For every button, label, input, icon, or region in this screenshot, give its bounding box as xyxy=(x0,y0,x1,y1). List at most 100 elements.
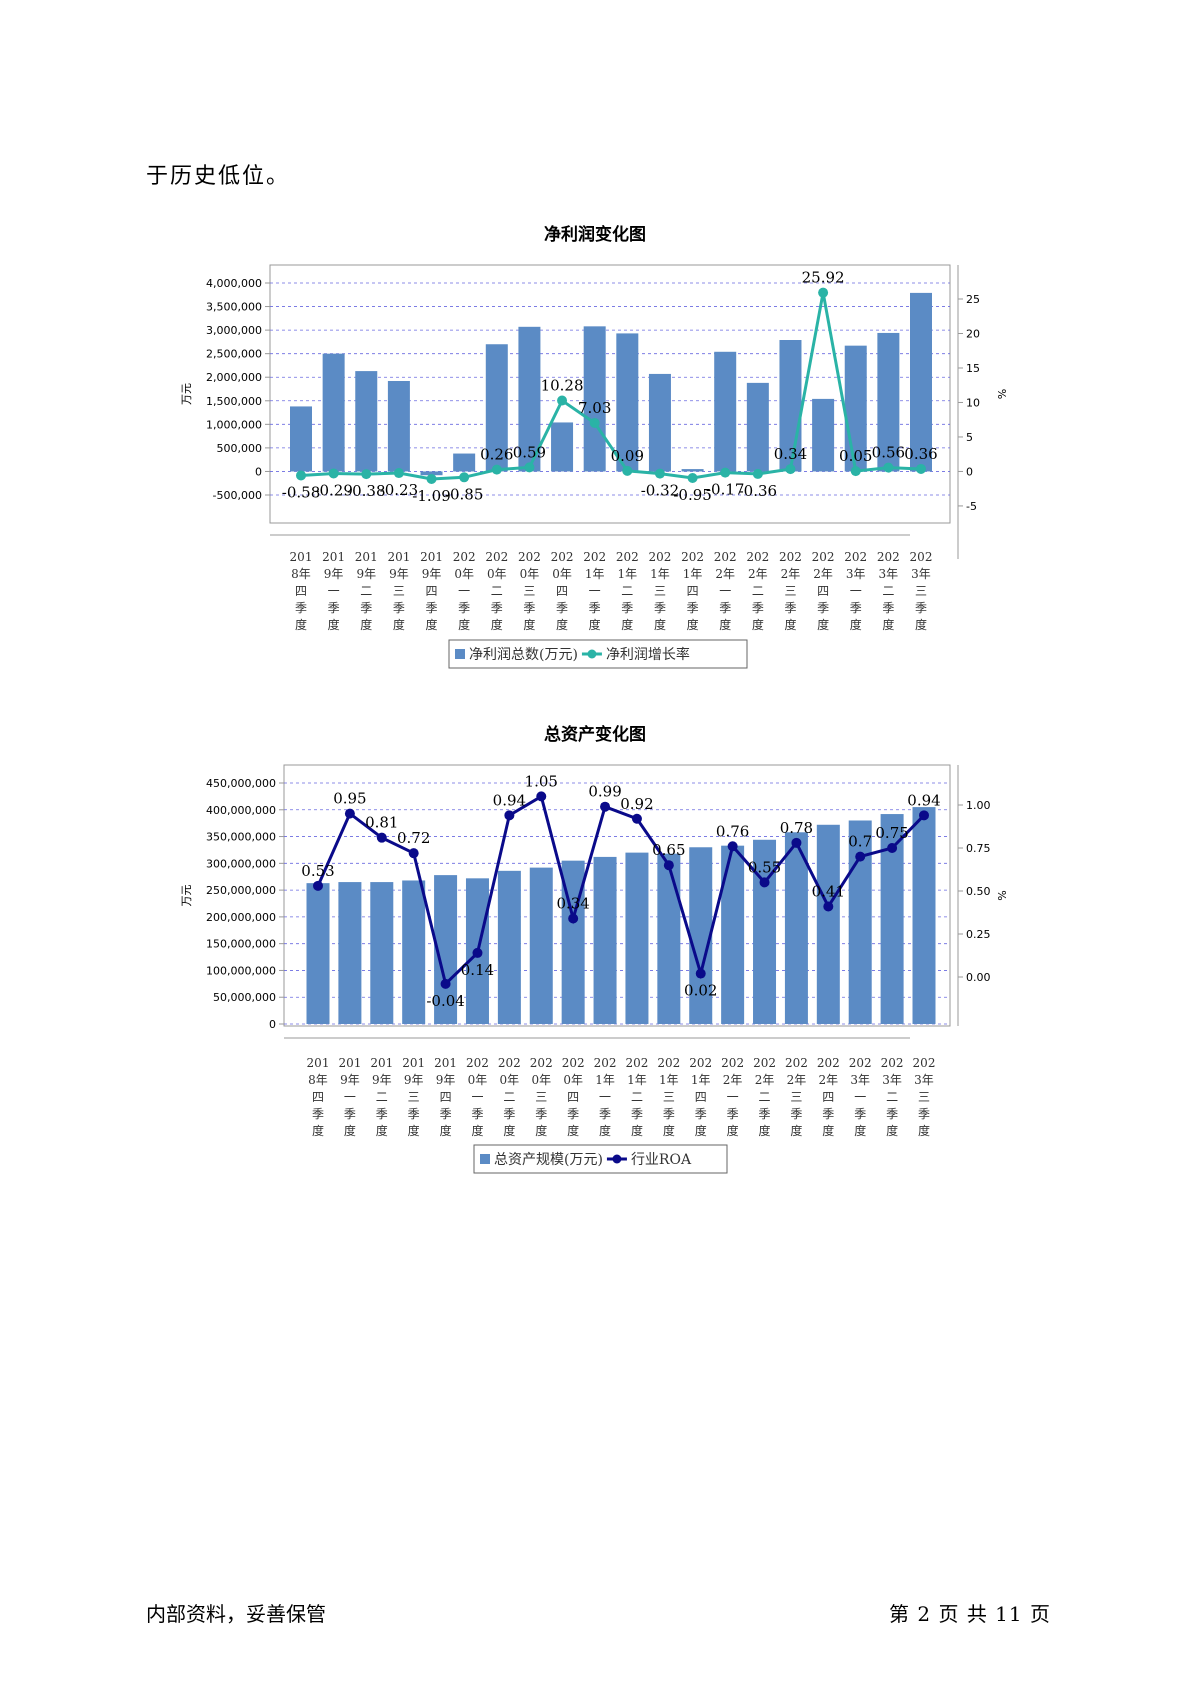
x-category-part: 四 xyxy=(312,1090,324,1104)
x-category-part: 1年 xyxy=(627,1073,647,1087)
line-point xyxy=(791,837,802,848)
line-point xyxy=(855,851,866,862)
data-label: 0.41 xyxy=(812,882,845,900)
x-category-part: 1年 xyxy=(691,1073,711,1087)
data-label: -0.36 xyxy=(739,482,777,500)
x-category-part: 季 xyxy=(882,601,894,615)
plot-area xyxy=(269,264,951,524)
data-label: 0.7 xyxy=(848,833,872,851)
line-point xyxy=(472,947,483,958)
x-category-part: 一 xyxy=(854,1090,866,1104)
x-category-part: 201 xyxy=(322,550,345,564)
y2-tick-label: 0.25 xyxy=(966,928,991,941)
y-tick-label: 100,000,000 xyxy=(206,964,276,977)
x-category-part: 202 xyxy=(913,1056,936,1070)
x-category-part: 1年 xyxy=(650,567,670,581)
bar xyxy=(593,856,617,1024)
line-point xyxy=(344,808,355,819)
y2-tick-label: 10 xyxy=(966,396,980,409)
x-category-part: 3年 xyxy=(911,567,931,581)
bar xyxy=(355,371,378,472)
x-category-part: 8年 xyxy=(308,1073,328,1087)
data-label: 0.75 xyxy=(875,824,908,842)
legend-label-bar: 总资产规模(万元) xyxy=(494,1152,603,1168)
line-point xyxy=(440,978,451,989)
data-label: -0.38 xyxy=(347,482,385,500)
line-point xyxy=(557,395,568,406)
x-category-part: 202 xyxy=(714,550,737,564)
x-category-part: 202 xyxy=(910,550,933,564)
x-category-part: 201 xyxy=(420,550,443,564)
y-tick-label: 1,500,000 xyxy=(206,395,262,408)
bar xyxy=(529,867,553,1024)
x-category-part: 二 xyxy=(759,1090,771,1104)
data-label: 0.09 xyxy=(611,447,644,465)
x-category-part: 季 xyxy=(727,1107,739,1121)
x-category-part: 202 xyxy=(616,550,639,564)
x-category-part: 2年 xyxy=(723,1073,743,1087)
data-label: -0.58 xyxy=(282,483,320,501)
x-category-part: 二 xyxy=(631,1090,643,1104)
x-category-part: 9年 xyxy=(356,567,376,581)
x-category-part: 度 xyxy=(752,617,764,632)
y-tick-label: 250,000,000 xyxy=(206,884,276,897)
x-category-part: 季 xyxy=(471,1107,483,1121)
x-category-part: 0年 xyxy=(563,1073,583,1087)
line-point xyxy=(361,469,372,480)
legend-label-line: 净利润增长率 xyxy=(606,646,690,663)
x-category-part: 季 xyxy=(695,1107,707,1121)
x-category-part: 季 xyxy=(523,601,535,615)
x-category-part: 度 xyxy=(328,617,340,632)
x-category-part: 度 xyxy=(719,617,731,632)
bar xyxy=(689,847,713,1024)
x-category-part: 202 xyxy=(881,1056,904,1070)
bar xyxy=(306,883,330,1024)
bar xyxy=(753,839,777,1024)
data-label: 0.81 xyxy=(365,814,398,832)
x-category-part: 度 xyxy=(687,617,699,632)
x-category-part: 季 xyxy=(790,1107,802,1121)
x-category-part: 度 xyxy=(491,617,503,632)
data-label: 0.59 xyxy=(513,443,546,461)
x-category-part: 度 xyxy=(850,617,862,632)
x-category-part: 度 xyxy=(471,1123,483,1138)
x-category-part: 度 xyxy=(360,617,372,632)
x-category-part: 202 xyxy=(498,1056,521,1070)
y-tick-label: 300,000,000 xyxy=(206,857,276,870)
x-category-part: 季 xyxy=(663,1107,675,1121)
data-label: 0.34 xyxy=(556,895,589,913)
x-category-part: 季 xyxy=(822,1107,834,1121)
x-category-part: 二 xyxy=(360,584,372,598)
line-point xyxy=(759,877,770,888)
x-category-part: 度 xyxy=(599,1123,611,1138)
x-category-part: 201 xyxy=(307,1056,330,1070)
line-point xyxy=(752,468,763,479)
data-label: 0.78 xyxy=(780,819,813,837)
x-category-part: 季 xyxy=(503,1107,515,1121)
x-category-part: 季 xyxy=(599,1107,611,1121)
x-category-part: 季 xyxy=(654,601,666,615)
line-point xyxy=(887,843,898,853)
x-category-part: 201 xyxy=(434,1056,457,1070)
x-category-part: 一 xyxy=(328,584,340,598)
data-label: -0.32 xyxy=(641,482,679,500)
x-category-part: 0年 xyxy=(520,567,540,581)
chart-title: 净利润变化图 xyxy=(544,224,646,245)
x-category-part: 季 xyxy=(918,1107,930,1121)
bar xyxy=(551,422,574,472)
bar xyxy=(583,326,606,472)
bar xyxy=(616,333,639,472)
x-category-part: 8年 xyxy=(291,567,311,581)
x-category-part: 季 xyxy=(567,1107,579,1121)
x-category-part: 1年 xyxy=(595,1073,615,1087)
